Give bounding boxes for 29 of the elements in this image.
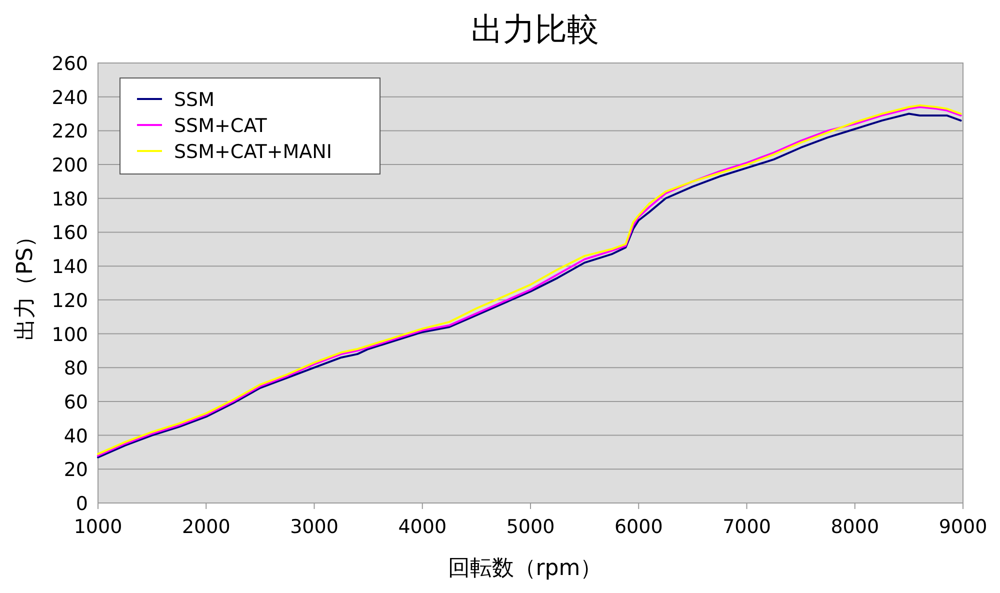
y-tick-label: 60 xyxy=(64,391,88,414)
y-tick-label: 120 xyxy=(52,290,88,312)
y-tick-label: 240 xyxy=(52,86,88,109)
x-tick-label: 1000 xyxy=(74,516,122,538)
y-tick-label: 40 xyxy=(64,425,88,448)
y-tick-label: 100 xyxy=(52,324,88,346)
chart-title: 出力比較 xyxy=(471,10,599,48)
y-tick-label: 140 xyxy=(52,256,88,278)
y-tick-label: 20 xyxy=(64,459,88,482)
x-tick-label: 7000 xyxy=(722,516,771,538)
x-tick-label: 3000 xyxy=(290,516,338,538)
x-tick-label: 5000 xyxy=(506,516,555,538)
legend-label: SSM+CAT+MANI xyxy=(174,141,332,163)
x-tick-label: 4000 xyxy=(398,516,447,538)
x-tick-label: 2000 xyxy=(182,516,230,538)
legend-label: SSM+CAT xyxy=(174,115,268,137)
y-tick-label: 160 xyxy=(52,222,88,244)
x-tick-label: 8000 xyxy=(830,516,880,538)
y-tick-label: 220 xyxy=(52,120,88,143)
y-tick-label: 200 xyxy=(52,154,88,177)
y-axis-title: 出力（PS） xyxy=(13,225,38,341)
y-tick-label: 0 xyxy=(76,493,88,515)
y-tick-label: 180 xyxy=(52,188,88,210)
y-tick-label: 80 xyxy=(64,358,88,380)
y-tick-label: 260 xyxy=(52,53,88,75)
x-axis-title: 回転数（rpm） xyxy=(448,556,602,581)
x-tick-label: 6000 xyxy=(614,516,663,538)
legend-label: SSM xyxy=(174,89,215,111)
x-tick-label: 9000 xyxy=(938,516,988,538)
